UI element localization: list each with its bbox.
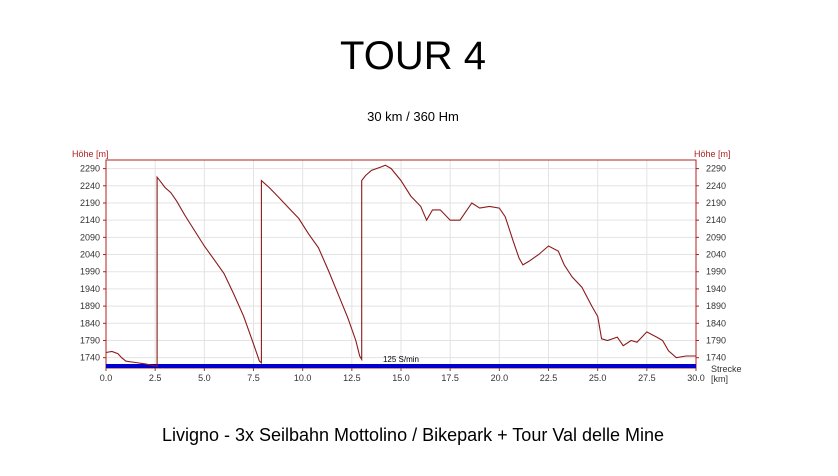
y-tick-label-left: 2190 [80,198,100,208]
y-axis-title-left: Höhe [m] [72,149,109,159]
y-tick-label-right: 2140 [706,215,726,225]
y-tick-label-left: 1740 [80,353,100,363]
chart-title: TOUR 4 [340,34,486,78]
y-tick-label-right: 2040 [706,250,726,260]
x-tick-label: 7.5 [247,373,260,383]
y-tick-label-right: 2190 [706,198,726,208]
x-tick-label: 22.5 [540,373,558,383]
y-tick-label-left: 1890 [80,301,100,311]
tour-caption: Livigno - 3x Seilbahn Mottolino / Bikepa… [161,425,665,445]
y-tick-label-right: 2090 [706,232,726,242]
chart-subtitle: 30 km / 360 Hm [367,109,459,124]
speed-band [106,364,696,368]
y-tick-label-right: 1840 [706,318,726,328]
y-tick-label-left: 1940 [80,284,100,294]
x-tick-label: 27.5 [638,373,656,383]
x-tick-label: 0.0 [100,373,113,383]
y-tick-label-left: 1990 [80,267,100,277]
y-tick-label-left: 2140 [80,215,100,225]
y-tick-label-left: 2290 [80,164,100,174]
x-axis-title: Strecke [711,364,742,374]
y-tick-label-right: 1890 [706,301,726,311]
band-label: 125 S/min [383,355,419,364]
y-tick-label-left: 2040 [80,250,100,260]
x-tick-label: 20.0 [491,373,509,383]
x-axis-unit: [km] [711,374,728,384]
y-axis-title-right: Höhe [m] [694,149,731,159]
grid-layer [105,160,697,368]
y-tick-label-right: 1790 [706,335,726,345]
x-tick-label: 2.5 [149,373,162,383]
x-tick-label: 12.5 [343,373,361,383]
y-tick-label-right: 2290 [706,164,726,174]
x-tick-label: 10.0 [294,373,312,383]
x-tick-label: 17.5 [441,373,459,383]
y-tick-label-left: 1790 [80,335,100,345]
y-tick-label-left: 2090 [80,232,100,242]
x-tick-label: 5.0 [198,373,211,383]
x-tick-label: 15.0 [392,373,410,383]
y-tick-label-right: 2240 [706,181,726,191]
y-tick-label-right: 1740 [706,353,726,363]
y-tick-label-left: 1840 [80,318,100,328]
y-tick-label-right: 1990 [706,267,726,277]
elevation-profile-line [105,164,696,367]
y-tick-label-right: 1940 [706,284,726,294]
tick-layer: 1740 1740 1790 1790 1840 1840 1890 1890 1940 1940… [80,164,726,383]
x-tick-label: 25.0 [589,373,607,383]
y-tick-label-left: 2240 [80,181,100,191]
x-tick-label: 30.0 [687,373,705,383]
